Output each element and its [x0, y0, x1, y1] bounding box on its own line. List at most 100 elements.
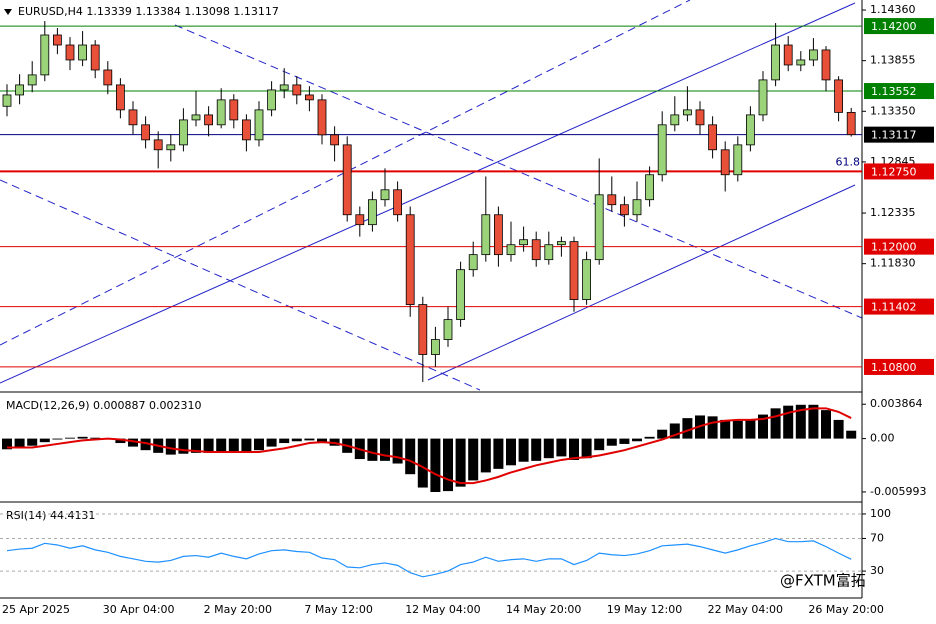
y-tick-label: 1.12335	[870, 206, 916, 219]
candle-body	[430, 339, 440, 355]
y-tick-label: 0.003864	[870, 397, 923, 410]
candle-body	[519, 239, 528, 246]
macd-bar	[52, 438, 63, 440]
candle-body	[116, 84, 125, 111]
macd-bar	[165, 438, 176, 455]
candle-body	[78, 44, 87, 61]
level-label-bg	[864, 163, 934, 180]
macd-bar	[216, 438, 227, 452]
x-tick-label: 12 May 04:00	[405, 603, 480, 616]
macd-bar	[304, 438, 315, 441]
level-label: 1.13117	[871, 129, 917, 142]
y-tick-label: 100	[870, 507, 891, 520]
macd-bar	[581, 438, 592, 459]
candle-body	[758, 79, 768, 116]
y-tick-label: 1.13350	[870, 104, 916, 117]
macd-bar	[128, 438, 138, 447]
macd-bar	[732, 420, 743, 439]
candle-body	[493, 214, 503, 256]
y-tick-label: 30	[870, 564, 884, 577]
candle-body	[103, 69, 113, 86]
candle-body	[304, 94, 314, 101]
macd-bar	[191, 438, 201, 453]
level-label: 1.12750	[871, 165, 917, 178]
candle-body	[65, 44, 75, 61]
candle-body	[418, 304, 428, 355]
macd-bar	[569, 438, 579, 460]
candle-body	[582, 259, 591, 300]
macd-bar	[241, 438, 252, 453]
candle-body	[393, 189, 403, 216]
candle-body	[771, 44, 780, 81]
candle-body	[821, 49, 831, 81]
candle-body	[342, 144, 352, 216]
x-tick-label: 26 May 20:00	[808, 603, 883, 616]
candle-body	[166, 144, 176, 151]
candle-body	[531, 239, 541, 261]
macd-bar	[846, 430, 857, 439]
macd-bar	[821, 410, 831, 439]
macd-bar	[27, 438, 38, 446]
candle-body	[405, 214, 415, 305]
level-label: 1.10800	[871, 361, 917, 374]
candle-body	[607, 194, 617, 206]
macd-bar	[758, 414, 768, 439]
candle-body	[506, 244, 516, 256]
candle-body	[380, 189, 390, 201]
candle-body	[191, 114, 201, 121]
macd-bar	[140, 438, 151, 451]
candle-body	[632, 199, 642, 216]
y-tick-label: -0.005993	[870, 485, 926, 498]
candle-body	[330, 134, 340, 146]
macd-bar	[480, 438, 491, 473]
macd-bar	[90, 437, 101, 439]
candle-body	[645, 174, 654, 201]
y-tick-label: 1.13855	[870, 54, 916, 67]
macd-bar	[317, 438, 327, 444]
level-label-bg	[864, 238, 934, 255]
macd-bar	[543, 438, 554, 459]
candle-body	[367, 199, 377, 226]
macd-bar	[291, 438, 302, 442]
macd-bar	[720, 419, 731, 439]
macd-bar	[203, 438, 214, 453]
macd-bar	[77, 436, 88, 439]
macd-bar	[745, 419, 756, 439]
panel-title: MACD(12,26,9) 0.000887 0.002310	[6, 399, 202, 412]
candle-body	[53, 34, 62, 46]
x-tick-label: 30 Apr 04:00	[103, 603, 175, 616]
candle-body	[468, 254, 478, 271]
candle-body	[204, 114, 214, 126]
candle-body	[569, 241, 579, 300]
channel-line-dashed	[174, 24, 863, 319]
candle-body	[229, 99, 239, 121]
candle-body	[178, 119, 188, 146]
panel-title: RSI(14) 44.4131	[6, 509, 95, 522]
x-tick-label: 7 May 12:00	[304, 603, 372, 616]
macd-bar	[619, 438, 630, 444]
candle-body	[733, 144, 743, 176]
macd-bar	[468, 438, 479, 481]
candle-body	[153, 139, 163, 151]
candle-body	[670, 114, 680, 126]
candle-body	[708, 124, 717, 151]
level-label: 1.14200	[871, 20, 917, 33]
macd-bar	[506, 438, 516, 466]
macd-bar	[228, 438, 239, 452]
candle-body	[594, 194, 604, 261]
macd-bar	[417, 438, 428, 488]
macd-bar	[644, 436, 655, 439]
level-label: 1.13552	[871, 85, 917, 98]
candle-body	[2, 94, 12, 107]
macd-bar	[430, 438, 441, 492]
macd-bar	[808, 404, 819, 439]
candle-body	[481, 214, 491, 256]
y-tick-label: 0.00	[870, 432, 895, 445]
watermark: @FXTM富拓	[780, 572, 866, 590]
fibo-label: 61.8	[836, 155, 861, 168]
macd-bar	[455, 438, 466, 487]
menu-arrow[interactable]	[4, 9, 12, 15]
x-tick-label: 22 May 04:00	[708, 603, 783, 616]
macd-bar	[39, 438, 50, 443]
macd-bar	[594, 438, 605, 451]
